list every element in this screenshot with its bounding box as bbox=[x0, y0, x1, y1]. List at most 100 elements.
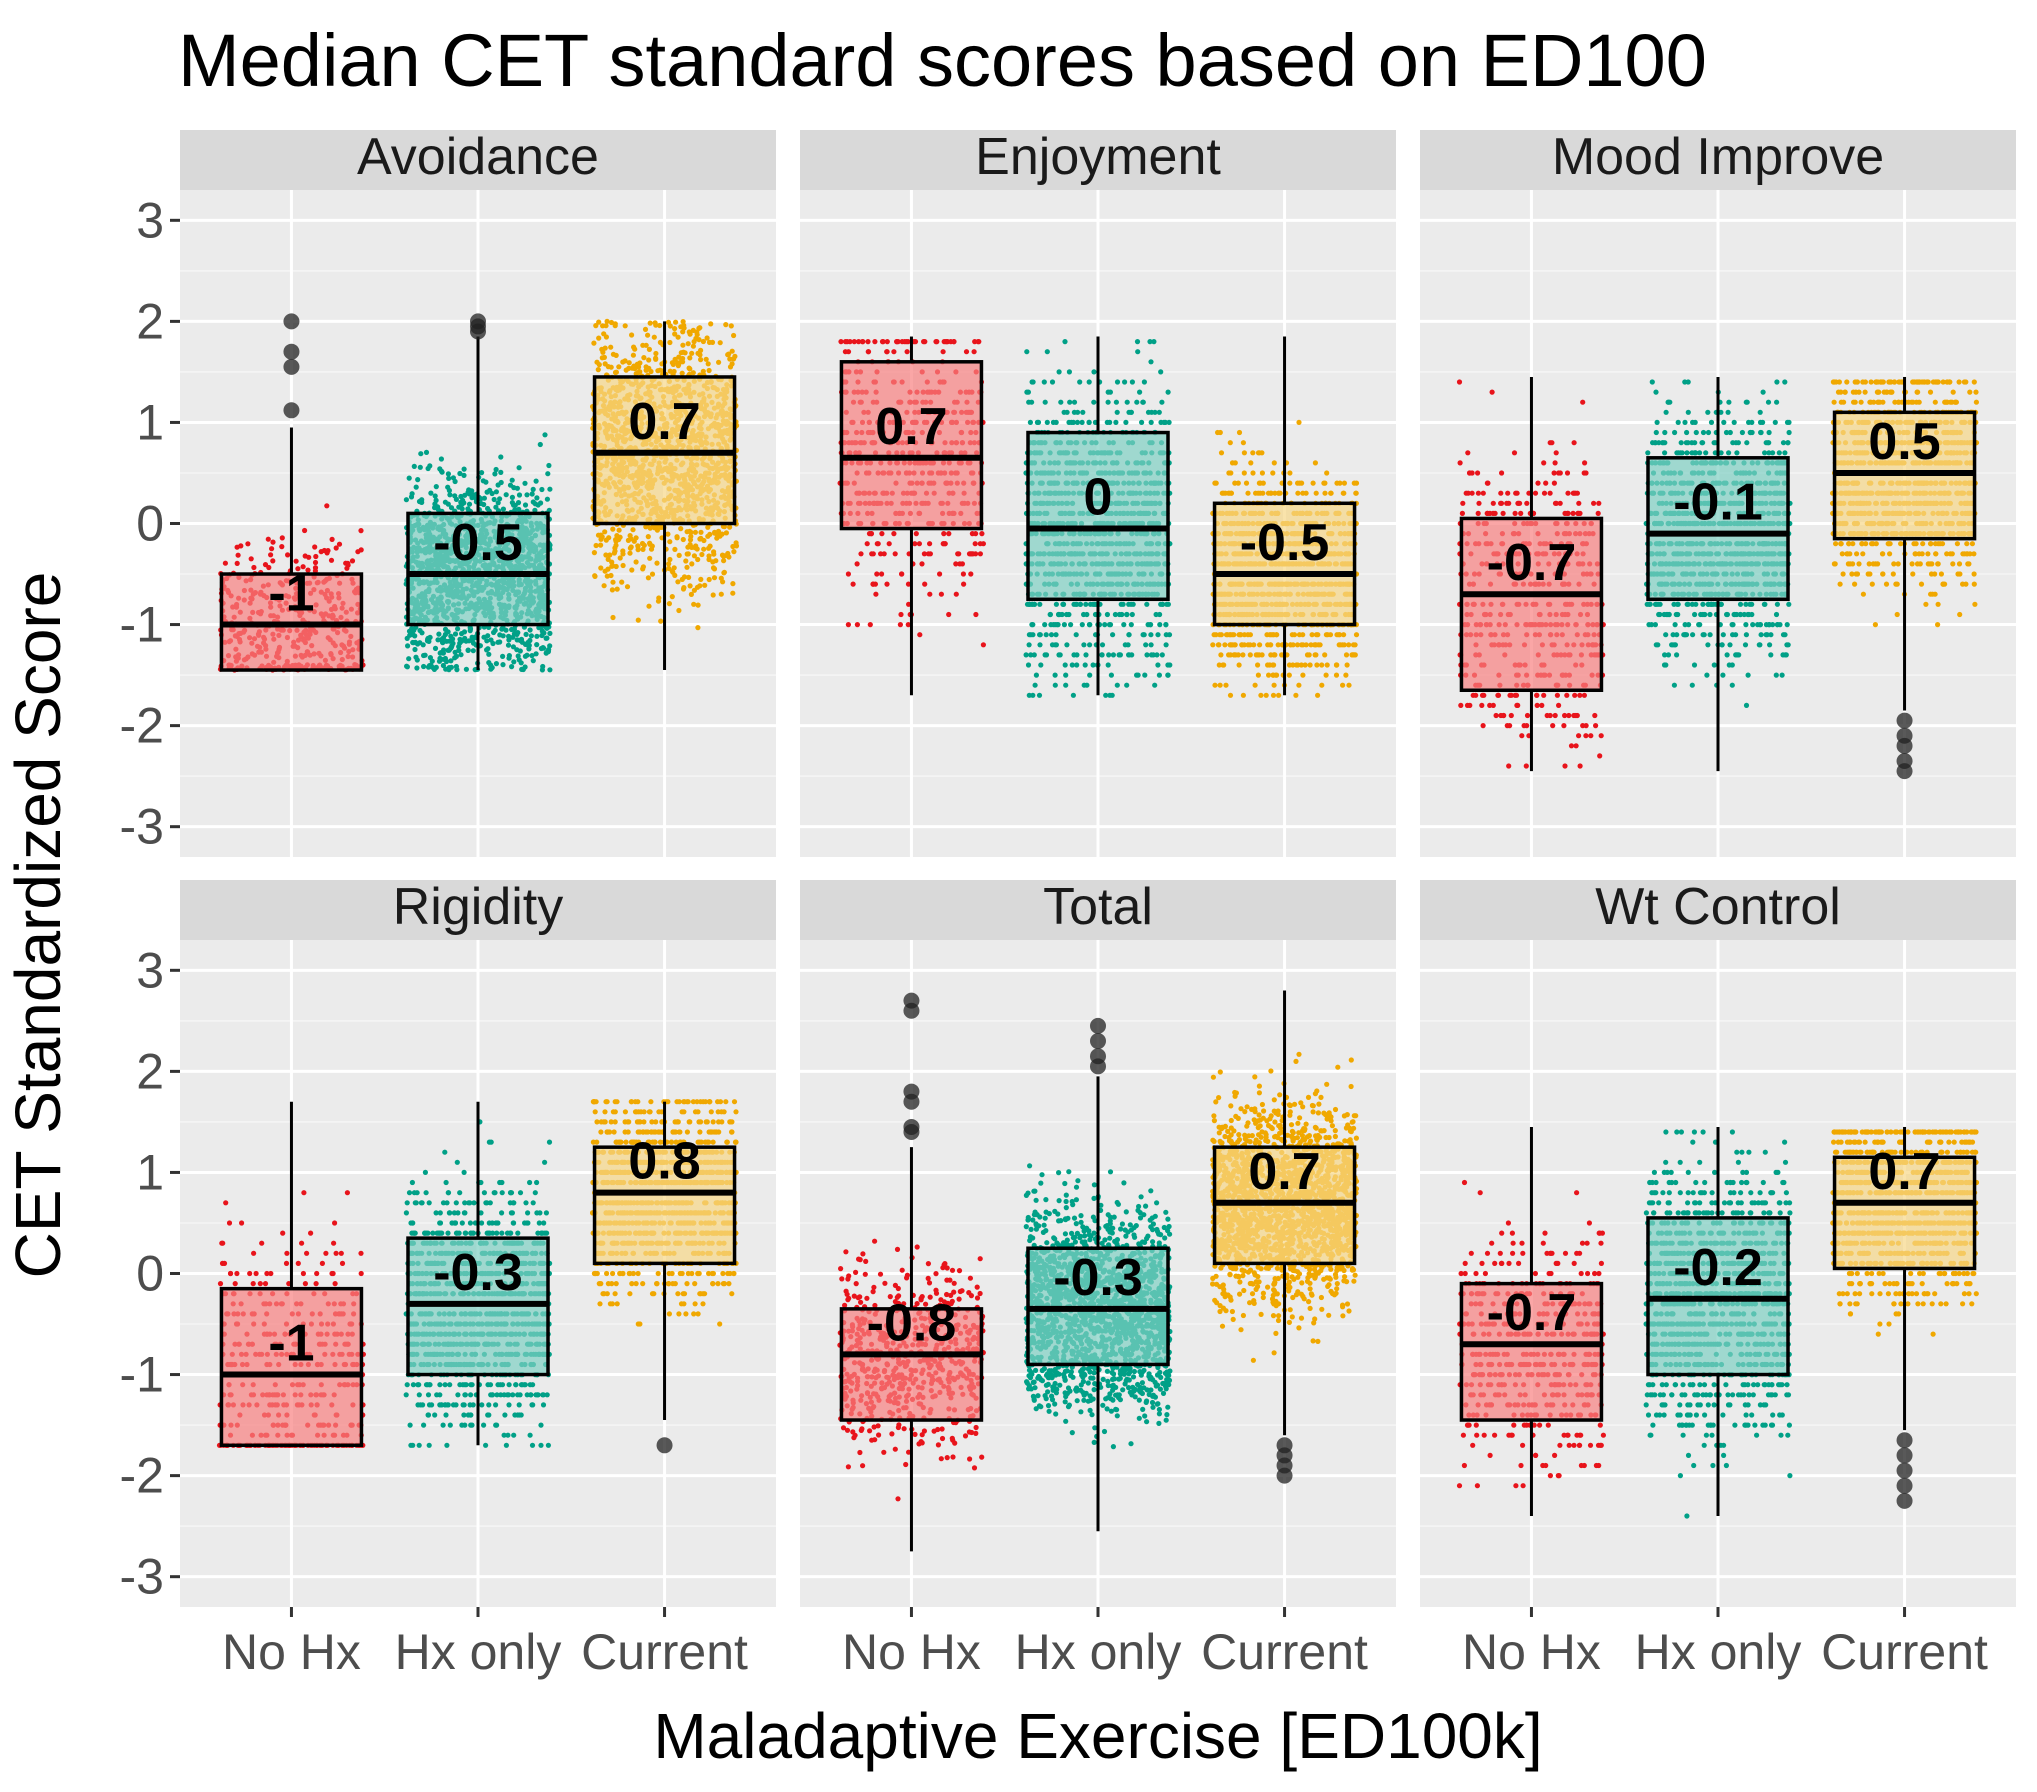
data-point bbox=[510, 478, 515, 483]
data-point bbox=[1054, 602, 1059, 607]
data-point bbox=[851, 582, 856, 587]
data-point bbox=[609, 564, 614, 569]
median-label: -0.5 bbox=[433, 514, 523, 572]
data-point bbox=[251, 565, 256, 570]
data-point bbox=[492, 497, 497, 502]
data-point bbox=[524, 653, 529, 658]
data-point bbox=[865, 541, 870, 546]
data-point bbox=[1237, 430, 1242, 435]
data-point bbox=[675, 579, 680, 584]
data-point bbox=[729, 323, 734, 328]
data-point bbox=[609, 365, 614, 370]
data-point bbox=[681, 537, 686, 542]
data-point bbox=[414, 485, 419, 490]
data-point bbox=[1063, 662, 1068, 667]
data-point bbox=[946, 612, 951, 617]
data-point bbox=[612, 549, 617, 554]
data-point bbox=[628, 536, 633, 541]
data-point bbox=[688, 332, 693, 337]
data-point bbox=[655, 528, 660, 533]
data-point bbox=[534, 634, 539, 639]
data-point bbox=[879, 571, 884, 576]
data-point bbox=[657, 368, 662, 373]
median-label: 0.7 bbox=[875, 398, 947, 456]
data-point bbox=[524, 492, 529, 497]
data-point bbox=[1034, 673, 1039, 678]
data-point bbox=[596, 367, 601, 372]
data-point bbox=[245, 541, 250, 546]
data-point bbox=[446, 471, 451, 476]
data-point bbox=[727, 356, 732, 361]
data-point bbox=[545, 471, 550, 476]
data-point bbox=[458, 494, 463, 499]
data-point bbox=[1053, 632, 1058, 637]
data-point bbox=[710, 340, 715, 345]
data-point bbox=[598, 543, 603, 548]
data-point bbox=[682, 325, 687, 330]
data-point bbox=[1135, 339, 1140, 344]
data-point bbox=[1064, 642, 1069, 647]
data-point bbox=[954, 592, 959, 597]
data-point bbox=[547, 643, 552, 648]
data-point bbox=[1091, 400, 1096, 405]
data-point bbox=[1130, 612, 1135, 617]
data-point bbox=[1062, 339, 1067, 344]
data-point bbox=[1042, 622, 1047, 627]
data-point bbox=[1083, 652, 1088, 657]
data-point bbox=[893, 551, 898, 556]
data-point bbox=[329, 558, 334, 563]
data-point bbox=[439, 637, 444, 642]
data-point bbox=[673, 320, 678, 325]
data-point bbox=[872, 339, 877, 344]
data-point bbox=[608, 345, 613, 350]
data-point bbox=[972, 339, 977, 344]
data-point bbox=[624, 368, 629, 373]
data-point bbox=[1154, 612, 1159, 617]
data-point bbox=[634, 559, 639, 564]
chart-title: Median CET standard scores based on ED10… bbox=[178, 19, 1707, 102]
data-point bbox=[1043, 400, 1048, 405]
data-point bbox=[1027, 693, 1032, 698]
data-point bbox=[688, 583, 693, 588]
data-point bbox=[1121, 622, 1126, 627]
data-point bbox=[616, 364, 621, 369]
data-point bbox=[684, 565, 689, 570]
data-point bbox=[1067, 369, 1072, 374]
data-point bbox=[515, 637, 520, 642]
data-point bbox=[534, 479, 539, 484]
data-point bbox=[978, 551, 983, 556]
data-point bbox=[433, 493, 438, 498]
data-point bbox=[707, 368, 712, 373]
data-point bbox=[1065, 410, 1070, 415]
data-point bbox=[486, 652, 491, 657]
data-point bbox=[1032, 602, 1037, 607]
data-point bbox=[404, 664, 409, 669]
data-point bbox=[598, 565, 603, 570]
data-point bbox=[1087, 622, 1092, 627]
data-point bbox=[497, 496, 502, 501]
data-point bbox=[1081, 642, 1086, 647]
data-point bbox=[1155, 632, 1160, 637]
data-point bbox=[1100, 642, 1105, 647]
data-point bbox=[852, 339, 857, 344]
data-point bbox=[957, 561, 962, 566]
data-point bbox=[896, 339, 901, 344]
data-point bbox=[653, 357, 658, 362]
data-point bbox=[731, 333, 736, 338]
data-point bbox=[481, 478, 486, 483]
data-point bbox=[718, 340, 723, 345]
data-point bbox=[610, 527, 615, 532]
y-axis-title: CET Standardized Score bbox=[2, 572, 74, 1279]
data-point bbox=[598, 537, 603, 542]
data-point bbox=[869, 551, 874, 556]
data-point bbox=[672, 573, 677, 578]
data-point bbox=[498, 470, 503, 475]
data-point bbox=[440, 470, 445, 475]
data-point bbox=[917, 541, 922, 546]
data-point bbox=[411, 628, 416, 633]
data-point bbox=[1056, 652, 1061, 657]
data-point bbox=[922, 551, 927, 556]
data-point bbox=[1072, 400, 1077, 405]
